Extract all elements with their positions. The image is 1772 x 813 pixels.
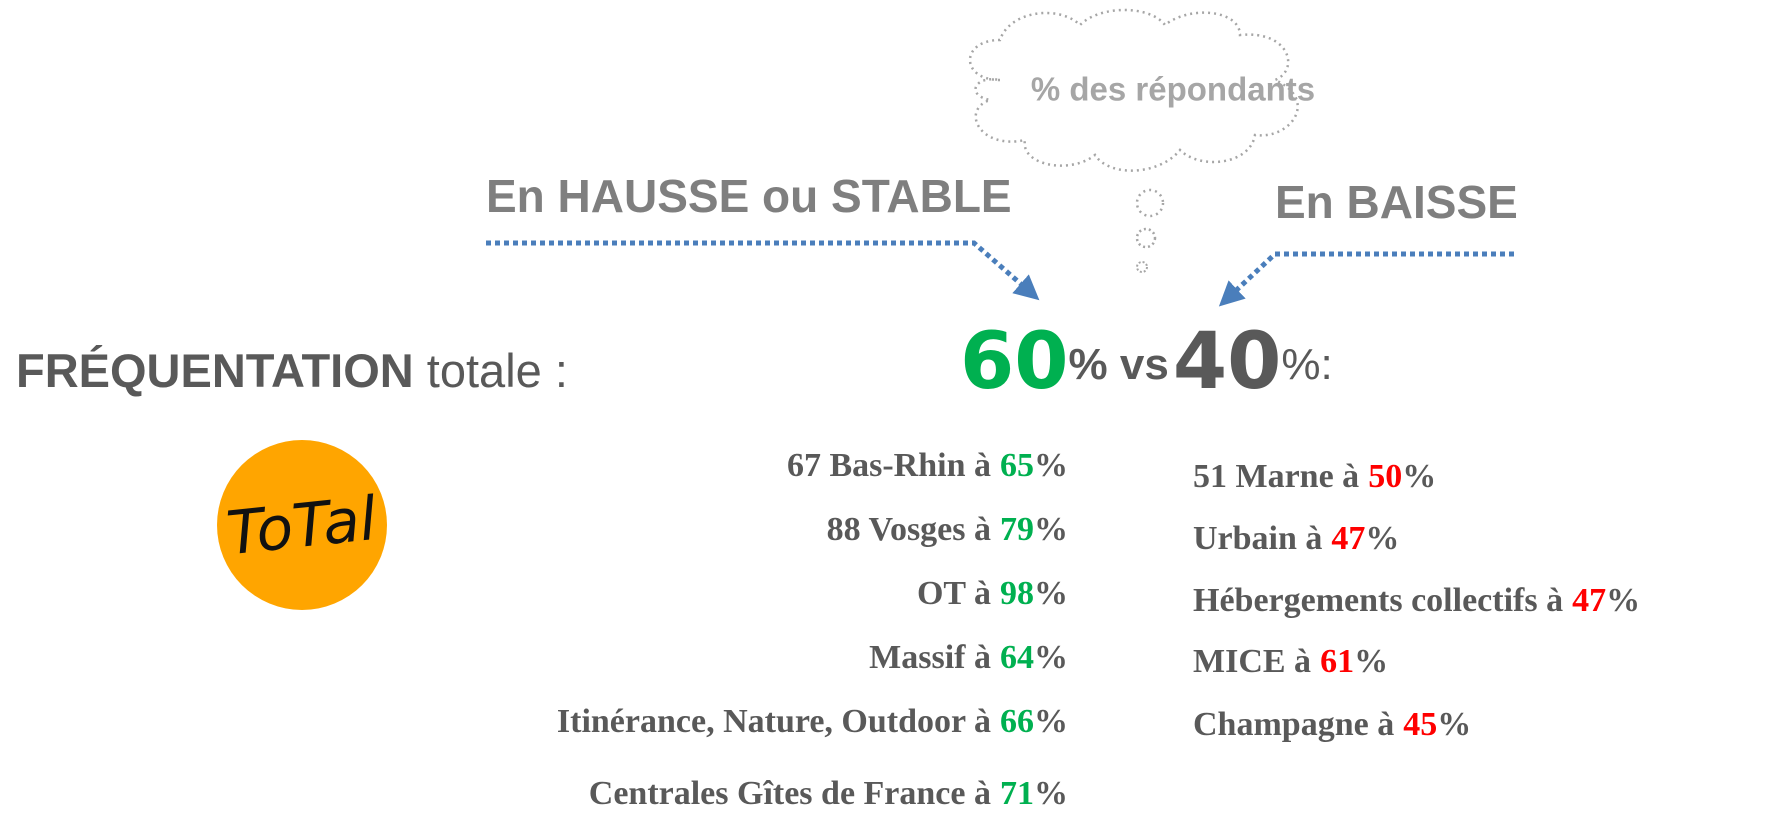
list-item: 51 Marne à 50% xyxy=(1193,458,1436,495)
item-text: Centrales Gîtes de France à xyxy=(589,775,991,812)
title-bold: FRÉQUENTATION xyxy=(16,344,414,397)
item-unit: % xyxy=(1354,643,1388,680)
list-item: Hébergements collectifs à 47% xyxy=(1193,582,1640,619)
thought-bubble xyxy=(1135,227,1157,249)
item-text: OT à xyxy=(917,575,991,612)
item-text: MICE à xyxy=(1193,643,1311,680)
item-text: Hébergements collectifs à xyxy=(1193,582,1563,619)
logo-text: ToTal xyxy=(224,484,381,569)
headline-low: 40 xyxy=(1173,317,1282,407)
right-list: 51 Marne à 50%Urbain à 47%Hébergements col… xyxy=(1193,458,1640,743)
headline-mid: % vs xyxy=(1069,340,1169,389)
item-value: 47 xyxy=(1331,520,1365,557)
headline: 60% vs 40%: xyxy=(960,317,1333,407)
item-unit: % xyxy=(1034,511,1068,548)
item-text: Massif à xyxy=(869,639,991,676)
item-value: 71 xyxy=(1000,775,1034,812)
item-value: 61 xyxy=(1320,643,1354,680)
arrow-right xyxy=(1218,251,1514,307)
item-unit: % xyxy=(1034,447,1068,484)
item-unit: % xyxy=(1034,703,1068,740)
item-unit: % xyxy=(1034,575,1068,612)
item-text: Urbain à xyxy=(1193,520,1322,557)
logo-circle xyxy=(217,440,387,610)
item-text: 67 Bas-Rhin à xyxy=(787,447,991,484)
item-value: 79 xyxy=(1000,511,1034,548)
item-unit: % xyxy=(1606,582,1640,619)
item-unit: % xyxy=(1437,706,1471,743)
arrow-left xyxy=(486,240,1040,301)
thought-bubble xyxy=(1135,188,1165,218)
list-item: MICE à 61% xyxy=(1193,643,1388,680)
item-text: Champagne à xyxy=(1193,706,1394,743)
list-item: 67 Bas-Rhin à 65% xyxy=(787,447,1068,484)
right-header: En BAISSE xyxy=(1275,176,1518,228)
list-item: Massif à 64% xyxy=(869,639,1068,676)
item-value: 64 xyxy=(1000,639,1034,676)
item-unit: % xyxy=(1365,520,1399,557)
item-value: 65 xyxy=(1000,447,1034,484)
item-value: 50 xyxy=(1368,458,1402,495)
headline-end: %: xyxy=(1281,340,1332,389)
list-item: Itinérance, Nature, Outdoor à 66% xyxy=(557,703,1068,740)
list-item: OT à 98% xyxy=(917,575,1068,612)
item-unit: % xyxy=(1034,639,1068,676)
item-value: 47 xyxy=(1572,582,1606,619)
list-item: Urbain à 47% xyxy=(1193,520,1399,557)
title-rest: totale : xyxy=(427,344,568,397)
left-header: En HAUSSE ou STABLE xyxy=(486,170,1012,222)
item-value: 45 xyxy=(1403,706,1437,743)
left-list: 67 Bas-Rhin à 65%88 Vosges à 79%OT à 98%Mas… xyxy=(557,447,1068,812)
item-text: Itinérance, Nature, Outdoor à xyxy=(557,703,991,740)
item-value: 66 xyxy=(1000,703,1034,740)
title: FRÉQUENTATION totale : xyxy=(16,344,568,397)
item-text: 88 Vosges à xyxy=(827,511,991,548)
list-item: 88 Vosges à 79% xyxy=(827,511,1068,548)
item-unit: % xyxy=(1402,458,1436,495)
list-item: Centrales Gîtes de France à 71% xyxy=(589,775,1068,812)
item-value: 98 xyxy=(1000,575,1034,612)
headline-high: 60 xyxy=(960,317,1069,407)
list-item: Champagne à 45% xyxy=(1193,706,1471,743)
item-text: 51 Marne à xyxy=(1193,458,1359,495)
thought-bubble xyxy=(1136,261,1148,273)
cloud-text: % des répondants xyxy=(1031,71,1315,108)
item-unit: % xyxy=(1034,775,1068,812)
